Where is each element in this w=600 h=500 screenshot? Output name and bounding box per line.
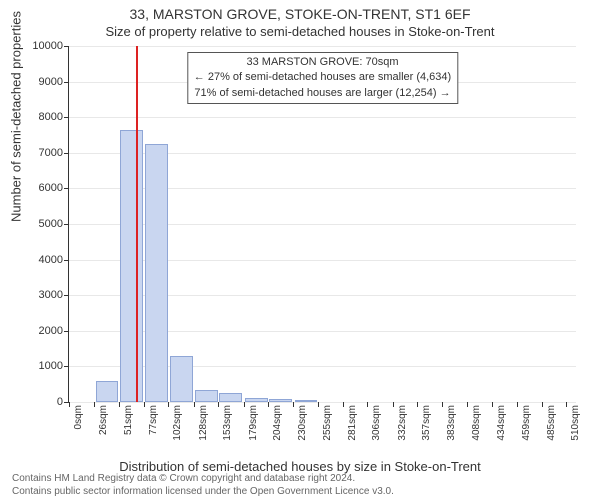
histogram-bar — [269, 399, 292, 402]
plot-area: 0100020003000400050006000700080009000100… — [68, 46, 576, 403]
x-tick-label: 357sqm — [421, 405, 432, 441]
x-tick-label: 459sqm — [521, 405, 532, 441]
info-box: 33 MARSTON GROVE: 70sqm ← 27% of semi-de… — [187, 52, 458, 104]
x-tick-mark — [393, 402, 394, 407]
x-tick-label: 255sqm — [322, 405, 333, 441]
x-tick-label: 332sqm — [397, 405, 408, 441]
y-tick-label: 2000 — [39, 325, 63, 337]
y-tick-mark — [64, 46, 69, 47]
y-tick-label: 4000 — [39, 254, 63, 266]
x-tick-label: 51sqm — [123, 405, 134, 435]
y-tick-mark — [64, 188, 69, 189]
x-tick-label: 102sqm — [172, 405, 183, 441]
x-tick-label: 153sqm — [222, 405, 233, 441]
y-tick-mark — [64, 224, 69, 225]
y-tick-mark — [64, 260, 69, 261]
y-tick-label: 6000 — [39, 182, 63, 194]
histogram-bar — [96, 381, 119, 402]
x-tick-mark — [442, 402, 443, 407]
x-tick-label: 204sqm — [272, 405, 283, 441]
chart-title: 33, MARSTON GROVE, STOKE-ON-TRENT, ST1 6… — [0, 6, 600, 22]
x-tick-label: 281sqm — [347, 405, 358, 441]
y-tick-label: 7000 — [39, 147, 63, 159]
x-tick-label: 485sqm — [546, 405, 557, 441]
x-tick-mark — [94, 402, 95, 407]
histogram-bar — [295, 400, 318, 402]
histogram-bar — [170, 356, 193, 402]
y-tick-mark — [64, 331, 69, 332]
x-tick-label: 383sqm — [446, 405, 457, 441]
y-tick-label: 8000 — [39, 111, 63, 123]
x-tick-mark — [218, 402, 219, 407]
x-tick-label: 26sqm — [98, 405, 109, 435]
y-tick-mark — [64, 117, 69, 118]
x-tick-mark — [467, 402, 468, 407]
attribution-line-1: Contains HM Land Registry data © Crown c… — [12, 473, 588, 486]
y-tick-mark — [64, 295, 69, 296]
x-tick-label: 128sqm — [198, 405, 209, 441]
x-tick-mark — [194, 402, 195, 407]
x-tick-mark — [542, 402, 543, 407]
info-line-3: 71% of semi-detached houses are larger (… — [194, 86, 451, 101]
x-axis-label: Distribution of semi-detached houses by … — [0, 459, 600, 474]
chart-subtitle: Size of property relative to semi-detach… — [0, 24, 600, 39]
info-line-2: ← 27% of semi-detached houses are smalle… — [194, 70, 451, 85]
x-tick-mark — [268, 402, 269, 407]
y-axis-label: Number of semi-detached properties — [9, 11, 24, 222]
y-tick-label: 1000 — [39, 360, 63, 372]
x-tick-mark — [367, 402, 368, 407]
x-tick-label: 77sqm — [148, 405, 159, 435]
y-tick-label: 3000 — [39, 289, 63, 301]
y-tick-label: 10000 — [32, 40, 63, 52]
histogram-bar — [195, 390, 218, 402]
y-tick-label: 0 — [57, 396, 63, 408]
x-tick-mark — [244, 402, 245, 407]
x-tick-mark — [144, 402, 145, 407]
x-tick-label: 434sqm — [496, 405, 507, 441]
y-tick-mark — [64, 153, 69, 154]
x-tick-label: 510sqm — [570, 405, 581, 441]
x-tick-mark — [417, 402, 418, 407]
x-tick-mark — [566, 402, 567, 407]
x-tick-mark — [492, 402, 493, 407]
x-tick-label: 408sqm — [471, 405, 482, 441]
x-tick-mark — [69, 402, 70, 407]
y-tick-mark — [64, 366, 69, 367]
histogram-bar — [145, 144, 168, 402]
gridline — [69, 117, 576, 118]
x-tick-mark — [119, 402, 120, 407]
histogram-bar — [245, 398, 268, 402]
x-tick-mark — [293, 402, 294, 407]
histogram-bar — [120, 130, 143, 402]
y-tick-label: 9000 — [39, 76, 63, 88]
x-tick-mark — [517, 402, 518, 407]
x-tick-mark — [343, 402, 344, 407]
x-tick-label: 306sqm — [371, 405, 382, 441]
attribution-line-2: Contains public sector information licen… — [12, 486, 588, 499]
reference-marker — [136, 46, 138, 402]
info-line-1: 33 MARSTON GROVE: 70sqm — [194, 55, 451, 70]
x-tick-label: 0sqm — [73, 405, 84, 429]
x-tick-mark — [318, 402, 319, 407]
histogram-bar — [219, 393, 242, 402]
x-tick-mark — [168, 402, 169, 407]
attribution: Contains HM Land Registry data © Crown c… — [12, 473, 588, 498]
x-tick-label: 179sqm — [248, 405, 259, 441]
x-tick-label: 230sqm — [297, 405, 308, 441]
gridline — [69, 46, 576, 47]
y-tick-mark — [64, 82, 69, 83]
y-tick-label: 5000 — [39, 218, 63, 230]
chart-container: { "title_line1": "33, MARSTON GROVE, STO… — [0, 0, 600, 500]
